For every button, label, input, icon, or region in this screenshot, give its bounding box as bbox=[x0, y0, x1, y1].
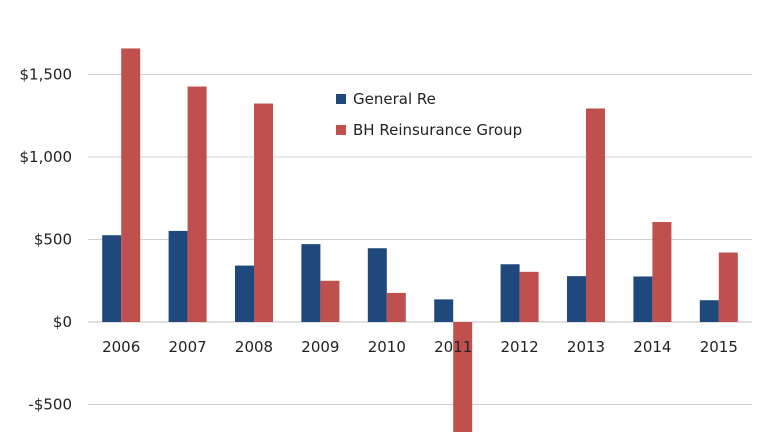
x-tick-label: 2008 bbox=[235, 338, 273, 356]
x-tick-label: 2013 bbox=[567, 338, 605, 356]
x-tick-label: 2010 bbox=[368, 338, 406, 356]
x-tick-label: 2011 bbox=[434, 338, 472, 356]
legend-label-bh-reinsurance-group: BH Reinsurance Group bbox=[353, 121, 522, 139]
bar-bh-reinsurance-group-2006 bbox=[121, 48, 141, 323]
x-tick-label: 2009 bbox=[301, 338, 339, 356]
bar-general-re-2008 bbox=[235, 265, 254, 322]
x-tick-label: 2007 bbox=[169, 338, 207, 356]
bar-general-re-2015 bbox=[699, 300, 719, 322]
bar-bh-reinsurance-group-2014 bbox=[652, 222, 672, 322]
x-tick-label: 2012 bbox=[501, 338, 539, 356]
y-tick-label: $0 bbox=[53, 313, 72, 331]
bar-bh-reinsurance-group-2011 bbox=[453, 322, 473, 432]
bar-general-re-2009 bbox=[301, 244, 321, 322]
bar-general-re-2010 bbox=[367, 248, 387, 322]
y-tick-label: $1,000 bbox=[20, 148, 73, 166]
legend-swatch-bh-reinsurance-group bbox=[336, 125, 346, 135]
bar-bh-reinsurance-group-2015 bbox=[718, 252, 738, 322]
bar-bh-reinsurance-group-2007 bbox=[187, 86, 207, 322]
x-tick-label: 2014 bbox=[633, 338, 671, 356]
bar-general-re-2012 bbox=[500, 264, 520, 322]
legend-swatch-general-re bbox=[336, 94, 346, 104]
bar-bh-reinsurance-group-2008 bbox=[254, 103, 273, 322]
y-tick-label: $1,500 bbox=[20, 66, 73, 84]
legend: General Re BH Reinsurance Group bbox=[336, 90, 522, 139]
x-axis-tick-labels: 2006 2007 2008 2009 2010 2011 2012 2013 2014 2015 bbox=[102, 338, 738, 356]
x-tick-label: 2015 bbox=[700, 338, 738, 356]
bar-bh-reinsurance-group-2009 bbox=[320, 280, 340, 322]
bar-general-re-2014 bbox=[633, 276, 653, 322]
bar-bh-reinsurance-group-2013 bbox=[586, 108, 605, 323]
bar-bh-reinsurance-group-2012 bbox=[519, 271, 539, 322]
y-axis-tick-labels: $1,500 $1,000 $500 $0 -$500 bbox=[20, 66, 73, 414]
y-tick-label: -$500 bbox=[28, 396, 72, 414]
x-tick-label: 2006 bbox=[102, 338, 140, 356]
bar-general-re-2006 bbox=[102, 235, 122, 322]
legend-label-general-re: General Re bbox=[353, 90, 436, 108]
bar-general-re-2013 bbox=[567, 276, 586, 322]
bars bbox=[102, 48, 738, 432]
bar-general-re-2011 bbox=[434, 299, 454, 322]
bar-general-re-2007 bbox=[168, 230, 188, 322]
y-tick-label: $500 bbox=[34, 231, 72, 249]
bar-bh-reinsurance-group-2010 bbox=[386, 292, 406, 322]
